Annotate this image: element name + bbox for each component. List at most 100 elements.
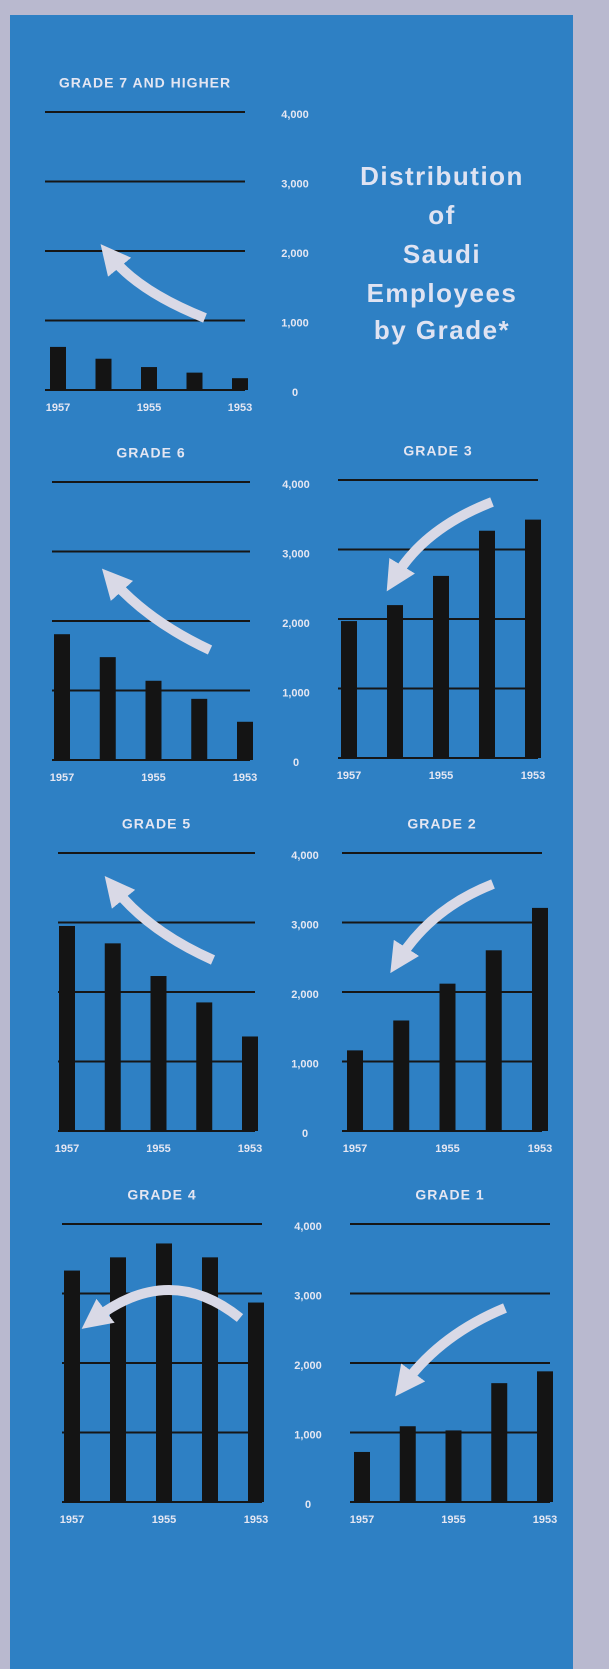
x-tick-label: 1955 <box>152 1514 176 1526</box>
bar <box>341 621 357 758</box>
y-tick-label: 3,000 <box>294 1290 322 1302</box>
x-tick-label: 1957 <box>50 772 74 784</box>
bar <box>141 367 157 390</box>
x-tick-label: 1953 <box>244 1514 268 1526</box>
bar <box>156 1243 172 1502</box>
bar <box>150 976 167 1131</box>
bar <box>110 1257 126 1502</box>
bar <box>433 575 449 758</box>
bar <box>347 1050 363 1131</box>
charts: GRADE 7 AND HIGHER 0 1,000 2,000 3,000 4,000 1… <box>45 75 557 1526</box>
bar <box>232 378 248 390</box>
x-tick-label: 1957 <box>337 770 361 782</box>
y-tick-label: 0 <box>302 1128 308 1140</box>
main-title: by Grade* <box>374 315 510 345</box>
y-tick-label: 4,000 <box>291 850 319 862</box>
arrows <box>81 244 507 1397</box>
title-block: Distribution of Saudi Employees by Grade… <box>360 161 524 345</box>
x-tick-label: 1953 <box>521 770 545 782</box>
x-tick-label: 1953 <box>533 1514 557 1526</box>
x-tick-label: 1957 <box>350 1514 374 1526</box>
x-tick-label: 1953 <box>228 402 252 414</box>
panel <box>10 15 573 1669</box>
chart-title: GRADE 1 <box>415 1187 484 1203</box>
chart-title: GRADE 5 <box>122 816 191 832</box>
y-tick-label: 0 <box>292 387 298 399</box>
bar <box>191 698 208 760</box>
arrow <box>100 244 207 323</box>
x-tick-label: 1955 <box>141 772 165 784</box>
main-title: Distribution <box>360 161 524 191</box>
x-tick-label: 1955 <box>146 1143 170 1155</box>
bar <box>104 943 121 1131</box>
bar <box>399 1426 416 1502</box>
bar <box>95 358 112 390</box>
bar <box>393 1020 410 1131</box>
bar <box>445 1430 462 1502</box>
bar <box>196 1002 213 1131</box>
y-tick-label: 3,000 <box>291 919 319 931</box>
bar <box>439 983 456 1131</box>
chart-title: GRADE 6 <box>116 445 185 461</box>
y-tick-label: 0 <box>293 757 299 769</box>
y-tick-label: 4,000 <box>294 1221 322 1233</box>
x-tick-label: 1953 <box>528 1143 552 1155</box>
x-tick-label: 1953 <box>238 1143 262 1155</box>
y-tick-label: 3,000 <box>282 548 310 560</box>
bar <box>54 634 70 760</box>
y-tick-label: 2,000 <box>291 989 319 1001</box>
y-tick-label: 1,000 <box>281 317 309 329</box>
y-tick-label: 0 <box>305 1499 311 1511</box>
chart-title: GRADE 3 <box>403 443 472 459</box>
y-tick-label: 3,000 <box>281 178 309 190</box>
bar <box>525 519 541 758</box>
x-tick-label: 1955 <box>441 1514 465 1526</box>
bar <box>532 907 548 1131</box>
bar <box>242 1036 258 1131</box>
arrow <box>395 1303 507 1397</box>
x-tick-label: 1955 <box>435 1143 459 1155</box>
arrow <box>386 497 494 592</box>
main-title: Employees <box>367 278 518 308</box>
x-tick-label: 1957 <box>60 1514 84 1526</box>
bar <box>145 680 162 760</box>
main-title: of <box>428 200 456 230</box>
bar <box>59 925 75 1131</box>
chart-title: GRADE 7 AND HIGHER <box>59 75 231 91</box>
bar <box>479 530 495 758</box>
y-tick-label: 2,000 <box>294 1360 322 1372</box>
bar <box>202 1257 218 1502</box>
bar <box>237 721 253 760</box>
y-tick-label: 4,000 <box>282 479 310 491</box>
x-tick-label: 1955 <box>429 770 453 782</box>
arrow <box>101 568 213 655</box>
x-tick-label: 1957 <box>55 1143 79 1155</box>
y-tick-label: 2,000 <box>282 618 310 630</box>
bar <box>491 1383 508 1502</box>
arrow <box>104 876 216 965</box>
arrow <box>390 879 495 974</box>
x-tick-label: 1957 <box>46 402 70 414</box>
bar <box>248 1302 264 1502</box>
chart-title: GRADE 2 <box>407 816 476 832</box>
bar <box>354 1451 370 1502</box>
bar <box>50 346 66 390</box>
x-tick-label: 1955 <box>137 402 161 414</box>
bar <box>537 1371 553 1502</box>
x-tick-label: 1953 <box>233 772 257 784</box>
y-tick-label: 1,000 <box>294 1429 322 1441</box>
arrow <box>81 1285 244 1329</box>
bar <box>64 1270 80 1502</box>
x-tick-label: 1957 <box>343 1143 367 1155</box>
bar <box>186 372 203 390</box>
bar <box>485 950 502 1131</box>
bar <box>99 657 116 760</box>
y-tick-label: 1,000 <box>291 1058 319 1070</box>
chart-title: GRADE 4 <box>127 1187 196 1203</box>
bar <box>387 605 403 758</box>
main-title: Saudi <box>403 239 481 269</box>
y-tick-label: 1,000 <box>282 687 310 699</box>
y-tick-label: 4,000 <box>281 109 309 121</box>
